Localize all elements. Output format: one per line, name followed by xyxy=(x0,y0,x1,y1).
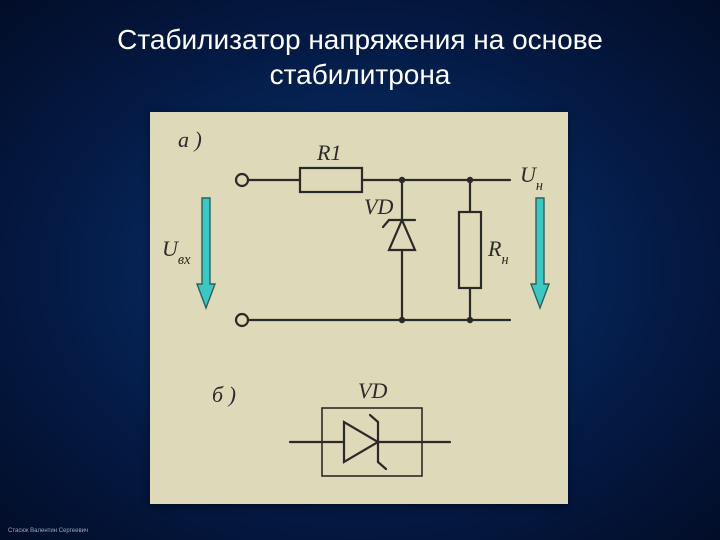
slide: Стабилизатор напряжения на основе стабил… xyxy=(0,0,720,540)
circuit-figure: а ) R1 VD Rн Uвх Uн б ) VD xyxy=(150,112,568,504)
svg-text:VD: VD xyxy=(358,378,387,403)
svg-text:Rн: Rн xyxy=(487,236,509,268)
slide-title: Стабилизатор напряжения на основе стабил… xyxy=(0,0,720,92)
svg-text:Uвх: Uвх xyxy=(162,236,191,268)
svg-text:Uн: Uн xyxy=(520,162,543,194)
footer-author: Стасюк Валентин Сергеевич xyxy=(8,528,88,534)
svg-text:а ): а ) xyxy=(178,127,202,152)
svg-text:R1: R1 xyxy=(316,140,341,165)
svg-text:VD: VD xyxy=(364,194,393,219)
svg-text:б ): б ) xyxy=(212,382,236,407)
title-line2: стабилитрона xyxy=(270,59,451,90)
circuit-svg: а ) R1 VD Rн Uвх Uн б ) VD xyxy=(150,112,568,504)
title-line1: Стабилизатор напряжения на основе xyxy=(117,24,603,55)
